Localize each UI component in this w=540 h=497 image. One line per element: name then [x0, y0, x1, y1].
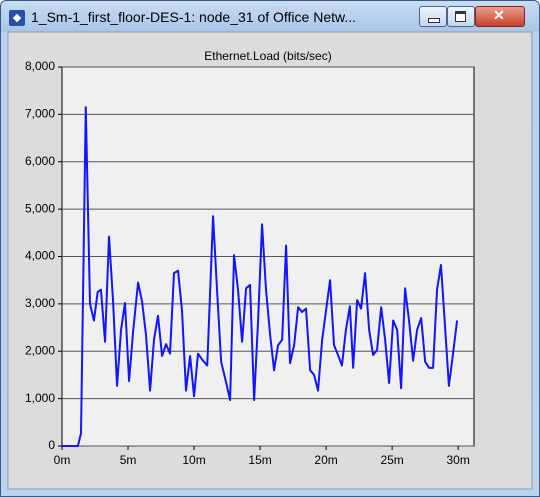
y-tick-label: 8,000	[25, 59, 55, 73]
y-tick-label: 3,000	[25, 296, 55, 310]
x-tick-label: 15m	[248, 453, 271, 467]
y-tick-label: 1,000	[25, 391, 55, 405]
title-bar: 1_Sm-1_first_floor-DES-1: node_31 of Off…	[1, 1, 539, 33]
close-button[interactable]	[475, 6, 525, 27]
y-tick-label: 0	[48, 438, 55, 452]
chart-title: Ethernet.Load (bits/sec)	[204, 49, 331, 63]
x-tick-label: 5m	[120, 453, 137, 467]
y-tick-label: 2,000	[25, 343, 55, 357]
x-tick-label: 30m	[446, 453, 469, 467]
data-line	[62, 106, 459, 447]
window-icon	[9, 10, 25, 26]
x-tick-label: 25m	[380, 453, 403, 467]
y-tick-label: 7,000	[25, 107, 55, 121]
y-tick-label: 4,000	[25, 249, 55, 263]
window-title: 1_Sm-1_first_floor-DES-1: node_31 of Off…	[31, 9, 357, 25]
minimize-button[interactable]	[419, 6, 447, 27]
x-tick-label: 20m	[314, 453, 337, 467]
y-tick-label: 6,000	[25, 154, 55, 168]
x-tick-label: 10m	[182, 453, 205, 467]
y-tick-label: 5,000	[25, 201, 55, 215]
x-tick-label: 0m	[54, 453, 71, 467]
